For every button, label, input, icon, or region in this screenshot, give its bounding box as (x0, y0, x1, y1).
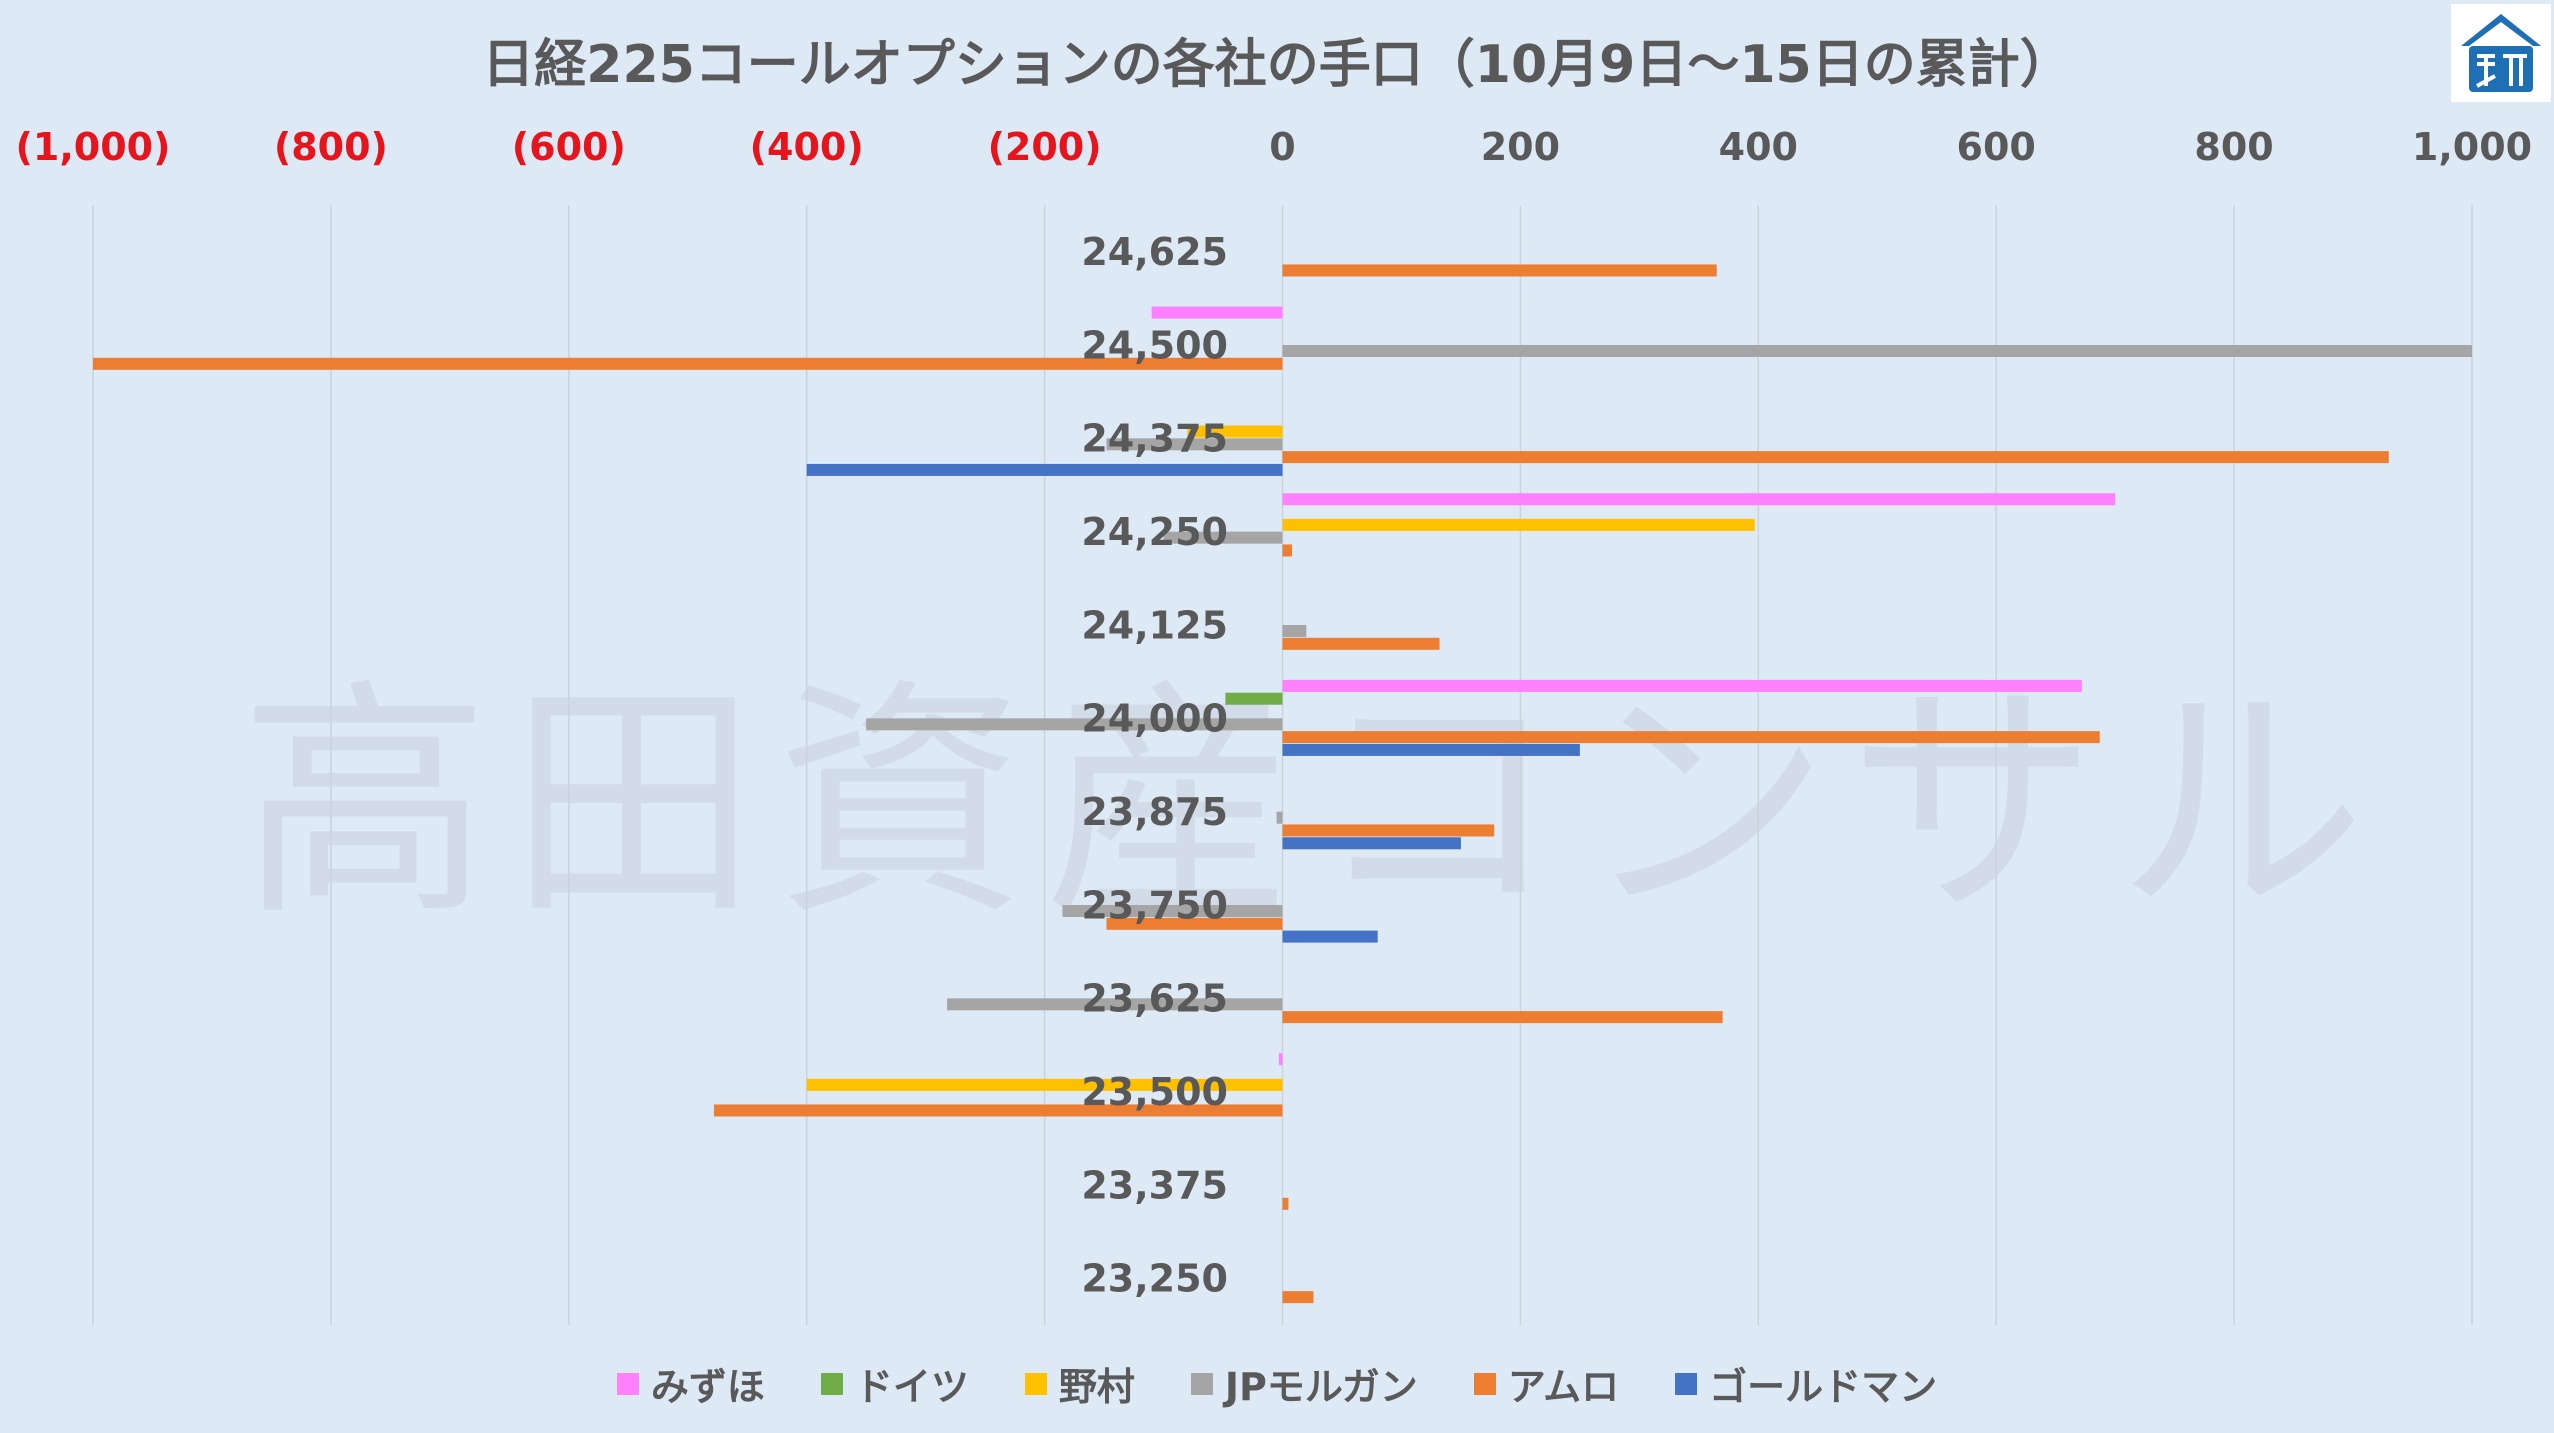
bar (93, 357, 1283, 370)
bar (866, 718, 1283, 731)
category-label: 24,000 (1081, 697, 1228, 741)
legend-swatch (616, 1372, 639, 1395)
bar (1282, 518, 1755, 531)
bar (1278, 1053, 1283, 1066)
bar (1282, 824, 1495, 837)
bar (806, 1078, 1283, 1091)
x-tick-label: (1,000) (16, 125, 171, 169)
bar (1163, 531, 1283, 544)
bar (1282, 679, 2082, 692)
company-logo (2451, 4, 2551, 102)
bar (1282, 544, 1293, 557)
legend-item: アムロ (1473, 1356, 1620, 1411)
bar (1282, 264, 1717, 277)
legend-item: JPモルガン (1190, 1356, 1418, 1411)
category-label: 24,250 (1081, 510, 1228, 554)
x-tick-label: 800 (2194, 125, 2273, 169)
legend-label: 野村 (1058, 1365, 1135, 1409)
category-label: 23,250 (1081, 1257, 1228, 1301)
bar (947, 998, 1283, 1011)
legend-label: みずほ (650, 1365, 765, 1409)
bar (1106, 438, 1283, 451)
legend-label: ゴールドマン (1709, 1365, 1938, 1409)
bar (1282, 743, 1580, 756)
bar (1282, 837, 1461, 850)
bar (1282, 731, 2100, 744)
x-tick-label: (200) (988, 125, 1102, 169)
bar (1282, 1197, 1289, 1210)
bar (1062, 905, 1283, 917)
category-label: 24,125 (1081, 603, 1228, 647)
legend-item: ゴールドマン (1675, 1356, 1937, 1411)
bar (1151, 306, 1283, 319)
bar (1282, 345, 2472, 357)
category-label: 23,500 (1081, 1070, 1228, 1114)
legend-label: JPモルガン (1224, 1365, 1418, 1409)
x-tick-label: 200 (1481, 125, 1560, 169)
category-label: 23,375 (1081, 1163, 1228, 1207)
category-label: 24,625 (1081, 230, 1228, 274)
gridlines (92, 205, 2473, 1325)
bar (1282, 451, 2389, 464)
x-tick-label: 1,000 (2412, 125, 2532, 169)
x-tick-label: (800) (274, 125, 388, 169)
x-tick-label: 400 (1719, 125, 1798, 169)
legend-swatch (1473, 1372, 1496, 1395)
bar (1282, 493, 2116, 506)
bar (713, 1104, 1283, 1117)
bars (93, 264, 2472, 1304)
category-label: 24,375 (1081, 417, 1228, 461)
bar (1106, 917, 1283, 930)
bar (1282, 930, 1378, 943)
x-axis-tick-labels: (1,000) (800) (600) (400) (200) 0 200 400 600 800… (16, 125, 2533, 169)
bar (1282, 1291, 1314, 1304)
x-tick-label: (600) (512, 125, 626, 169)
bar (1276, 811, 1283, 824)
category-labels: 24,625 24,500 24,375 24,250 24,125 24,000 23,8… (1081, 230, 1228, 1301)
legend-item: 野村 (1024, 1356, 1135, 1411)
category-label: 23,750 (1081, 883, 1228, 927)
chart-title: 日経225コールオプションの各社の手口（10月9日～15日の累計） (482, 35, 2072, 95)
watermark: 高田資産コンサル (240, 658, 2384, 949)
legend-item: ドイツ (820, 1356, 969, 1411)
bar (1187, 425, 1283, 438)
legend-swatch (820, 1372, 843, 1395)
legend-swatch (1675, 1372, 1698, 1395)
legend-swatch (1190, 1372, 1213, 1395)
bar (1225, 692, 1283, 705)
x-tick-label: 0 (1269, 125, 1295, 169)
category-label: 24,500 (1081, 323, 1228, 367)
legend-item: みずほ (616, 1356, 765, 1411)
legend-label: ドイツ (854, 1365, 969, 1409)
category-label: 23,875 (1081, 790, 1228, 834)
category-label: 23,625 (1081, 977, 1228, 1021)
bar (1282, 1011, 1723, 1024)
legend: みずほ ドイツ 野村 JPモルガン アムロ ゴールドマン (0, 1356, 2554, 1411)
bar (1282, 637, 1440, 650)
legend-label: アムロ (1507, 1365, 1620, 1409)
legend-swatch (1024, 1372, 1047, 1395)
bar (1282, 625, 1307, 637)
x-tick-label: 600 (1957, 125, 2036, 169)
x-tick-label: (400) (750, 125, 864, 169)
bar (806, 463, 1283, 476)
